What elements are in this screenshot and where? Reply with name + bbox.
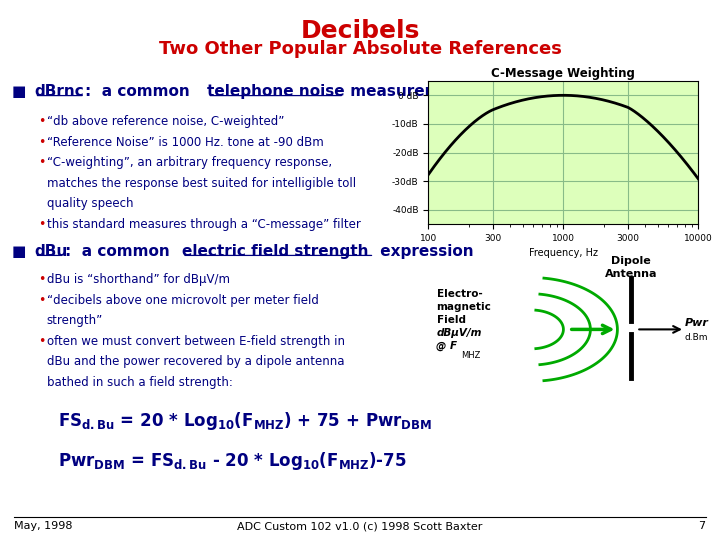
Text: 7: 7 — [698, 521, 706, 531]
Text: “C-weighting”, an arbitrary frequency response,: “C-weighting”, an arbitrary frequency re… — [47, 156, 332, 169]
Text: dBμV/m: dBμV/m — [436, 328, 482, 338]
Text: $\mathregular{FS_{d.Bu}}$ = 20 * $\mathregular{Log_{10}(F_{MHZ})}$ + 75 + $\math: $\mathregular{FS_{d.Bu}}$ = 20 * $\mathr… — [58, 410, 432, 432]
Text: d.Bm: d.Bm — [685, 333, 708, 342]
Text: Electro-: Electro- — [436, 289, 482, 299]
Text: matches the response best suited for intelligible toll: matches the response best suited for int… — [47, 177, 356, 190]
Text: ADC Custom 102 v1.0 (c) 1998 Scott Baxter: ADC Custom 102 v1.0 (c) 1998 Scott Baxte… — [238, 521, 482, 531]
Text: •: • — [38, 294, 45, 307]
Text: :  a common: : a common — [65, 244, 175, 259]
Text: Field: Field — [436, 315, 466, 325]
Text: MHZ: MHZ — [461, 351, 480, 360]
Text: $\mathregular{Pwr_{DBM}}$ = $\mathregular{FS_{d.Bu}}$ - 20 * $\mathregular{Log_{: $\mathregular{Pwr_{DBM}}$ = $\mathregula… — [58, 450, 406, 472]
Text: Pwr: Pwr — [685, 318, 708, 328]
Text: “db above reference noise, C-weighted”: “db above reference noise, C-weighted” — [47, 115, 284, 128]
Text: dBu and the power recovered by a dipole antenna: dBu and the power recovered by a dipole … — [47, 355, 344, 368]
Text: often we must convert between E-field strength in: often we must convert between E-field st… — [47, 335, 345, 348]
Text: this standard measures through a “C-message” filter: this standard measures through a “C-mess… — [47, 218, 361, 231]
Text: @ F: @ F — [436, 340, 458, 351]
Text: Decibels: Decibels — [300, 19, 420, 43]
Text: telephone noise: telephone noise — [207, 84, 345, 99]
Text: Two Other Popular Absolute References: Two Other Popular Absolute References — [158, 40, 562, 58]
Text: •: • — [38, 335, 45, 348]
Text: :  a common: : a common — [85, 84, 195, 99]
Text: electric field strength: electric field strength — [182, 244, 369, 259]
Text: measurement: measurement — [345, 84, 469, 99]
Text: •: • — [38, 156, 45, 169]
Text: May, 1998: May, 1998 — [14, 521, 73, 531]
Text: “Reference Noise” is 1000 Hz. tone at -90 dBm: “Reference Noise” is 1000 Hz. tone at -9… — [47, 136, 323, 148]
Text: bathed in such a field strength:: bathed in such a field strength: — [47, 376, 233, 389]
Text: •: • — [38, 218, 45, 231]
Text: ■: ■ — [12, 84, 26, 99]
Text: •: • — [38, 273, 45, 286]
Text: quality speech: quality speech — [47, 197, 133, 210]
Text: •: • — [38, 115, 45, 128]
Text: magnetic: magnetic — [436, 302, 491, 312]
Text: dBu: dBu — [35, 244, 68, 259]
Text: “decibels above one microvolt per meter field: “decibels above one microvolt per meter … — [47, 294, 319, 307]
Text: Dipole: Dipole — [611, 256, 651, 267]
Text: Antenna: Antenna — [605, 269, 657, 280]
X-axis label: Frequency, Hz: Frequency, Hz — [529, 248, 598, 258]
Text: dBu is “shorthand” for dBμV/m: dBu is “shorthand” for dBμV/m — [47, 273, 230, 286]
Text: strength”: strength” — [47, 314, 103, 327]
Text: ■: ■ — [12, 244, 26, 259]
Title: C-Message Weighting: C-Message Weighting — [492, 67, 635, 80]
Text: expression: expression — [375, 244, 474, 259]
Text: •: • — [38, 136, 45, 148]
Text: dBrnc: dBrnc — [35, 84, 84, 99]
